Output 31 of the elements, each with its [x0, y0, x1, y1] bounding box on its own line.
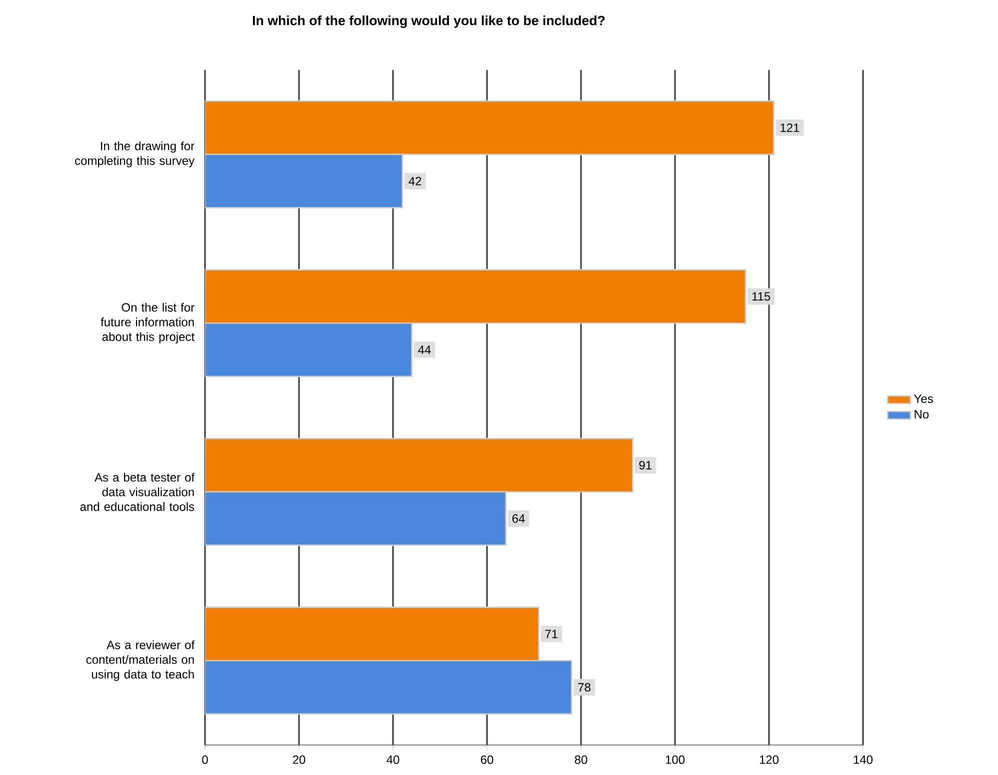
y-tick-label: In the drawing for completing this survey: [75, 141, 195, 168]
x-tick-label: 80: [574, 755, 588, 764]
y-tick-label: As a beta tester of data visualization and educational tools: [80, 472, 195, 511]
data-label: 42: [408, 176, 422, 186]
bar: [205, 660, 572, 715]
data-label: 64: [512, 514, 525, 523]
bar: [205, 491, 506, 546]
bar: [205, 100, 774, 156]
bar: [205, 438, 634, 493]
legend-label: Yes: [914, 394, 933, 403]
data-label: 91: [639, 460, 652, 470]
bar: [205, 154, 404, 208]
data-label: 121: [780, 124, 800, 132]
bar: [205, 606, 540, 662]
chart-title: In which of the following would you like to be included?: [252, 15, 605, 28]
x-tick-label: 40: [386, 755, 400, 764]
x-tick-label: 140: [854, 755, 873, 764]
data-label: 71: [545, 630, 558, 638]
y-tick-label: On the list for future information about this project: [100, 302, 194, 344]
data-label: 115: [752, 292, 770, 301]
x-tick-label: 100: [666, 755, 685, 764]
x-tick-label: 20: [292, 755, 306, 764]
x-tick-label: 0: [202, 755, 208, 764]
legend-label: No: [914, 410, 929, 419]
x-tick-label: 120: [760, 755, 779, 764]
bar: [205, 322, 412, 378]
data-label: 78: [578, 683, 590, 692]
x-tick-label: 60: [480, 755, 494, 764]
y-tick-label: As a reviewer of content/materials on using data to teach: [86, 640, 195, 681]
bar: [205, 269, 746, 324]
data-label: 44: [418, 346, 431, 354]
